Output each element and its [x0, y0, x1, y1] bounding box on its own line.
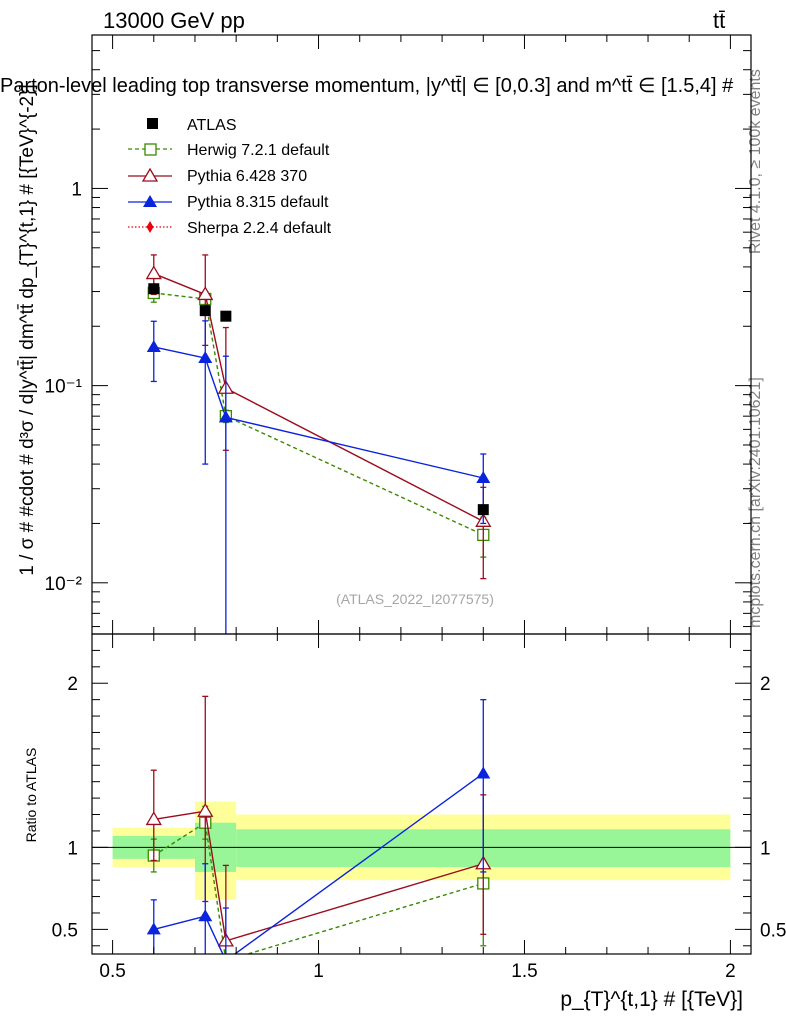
ratio-point-herwig — [220, 955, 231, 966]
ratio-point-pythia6 — [197, 802, 214, 817]
y-tick-label: 10⁻¹ — [45, 377, 83, 398]
mcplots-label: mcplots.cern.ch [arXiv:2401.10621] — [747, 377, 764, 628]
ratio-y-tick-label-right: 2 — [760, 674, 771, 695]
x-tick-label: 1.5 — [511, 961, 537, 982]
legend-marker-herwig — [144, 143, 157, 156]
ratio-point-pythia8 — [198, 909, 213, 922]
legend-label-sherpa: Sherpa 2.2.4 default — [187, 220, 332, 237]
legend-label-pythia6: Pythia 6.428 370 — [187, 168, 307, 185]
energy-label: 13000 GeV pp — [103, 8, 245, 33]
ratio-line-herwig — [153, 821, 484, 954]
rivet-label: Rivet 4.1.0, ≥ 100k events — [747, 69, 764, 254]
ratio-y-tick-label: 0.5 — [52, 920, 78, 941]
main-point-pythia8 — [146, 339, 161, 352]
y-tick-label: 1 — [71, 179, 82, 200]
main-point-atlas — [220, 310, 232, 322]
x-tick-label: 1 — [313, 961, 324, 982]
ratio-y-tick-label-right: 0.5 — [760, 920, 786, 941]
x-tick-label: 0.5 — [99, 961, 125, 982]
ratio-y-tick-label: 2 — [67, 674, 78, 695]
ratio-point-pythia8 — [146, 922, 161, 935]
ratio-point-pythia8 — [476, 766, 491, 779]
ratio-plot-frame — [91, 633, 752, 955]
ratio-y-tick-label-right: 1 — [760, 838, 771, 859]
ratio-point-pythia6 — [145, 811, 162, 826]
x-axis-title: p_{T}^{t,1} # [{TeV}] — [560, 988, 743, 1011]
legend-marker-atlas — [147, 118, 158, 129]
y-axis-title: 1 / σ # #cdot # d³σ / d|y^tt̄| dm^tt̄ dp… — [17, 84, 38, 576]
legend-label-pythia8: Pythia 8.315 default — [187, 194, 329, 211]
ratio-point-pythia8 — [225, 953, 227, 954]
main-point-atlas — [477, 504, 489, 516]
main-point-pythia6 — [197, 286, 214, 301]
main-point-pythia6 — [145, 265, 162, 280]
main-line-pythia8 — [153, 346, 484, 479]
main-point-pythia8 — [198, 351, 213, 364]
plot-title: Parton-level leading top transverse mome… — [0, 75, 734, 97]
y-tick-label: 10⁻² — [45, 574, 83, 595]
main-line-herwig — [153, 292, 484, 536]
analysis-watermark: (ATLAS_2022_I2077575) — [336, 591, 494, 607]
ratio-line-pythia8 — [153, 772, 484, 954]
legend-marker-pythia8 — [143, 195, 157, 207]
ratio-y-tick-label: 1 — [67, 838, 78, 859]
main-point-pythia8 — [218, 410, 233, 423]
main-point-pythia8 — [476, 471, 491, 484]
main-line-pythia6 — [153, 272, 484, 522]
ratio-line-pythia6 — [153, 810, 484, 942]
x-tick-label: 2 — [725, 961, 736, 982]
legend: ATLAS Herwig 7.2.1 default Pythia 6.428 … — [128, 117, 332, 237]
legend-marker-sherpa — [146, 221, 154, 233]
process-label: tt̄ — [713, 8, 725, 33]
legend-marker-pythia6 — [141, 167, 159, 182]
main-point-atlas — [199, 305, 211, 317]
main-point-atlas — [148, 283, 160, 295]
legend-label-herwig: Herwig 7.2.1 default — [187, 142, 330, 159]
legend-label-atlas: ATLAS — [187, 117, 237, 134]
ratio-y-axis-title: Ratio to ATLAS — [23, 748, 39, 843]
